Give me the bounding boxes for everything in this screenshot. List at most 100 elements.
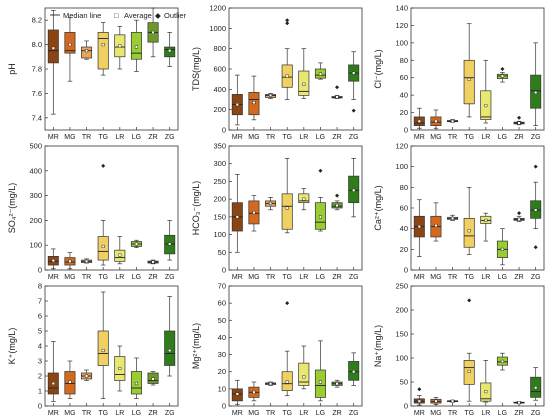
panel-7-ytick-label-3: 30: [218, 350, 226, 359]
panel-1-ytick-label-2: 400: [213, 85, 226, 94]
panel-3-box-TG: [97, 236, 109, 261]
panel-8-box-MR-outlier-0: [417, 387, 422, 392]
panel-2-xtick-label-MG: MG: [430, 134, 441, 141]
panel-4-box-TR-mean: [269, 201, 273, 205]
panel-3-ytick-label-0: 0: [38, 266, 42, 275]
panel-7-xtick-label-TG: TG: [282, 410, 292, 415]
panel-8-box-ZG-mean: [534, 386, 538, 390]
panel-7-xtick-label-LG: LG: [316, 410, 325, 415]
panel-1-box-TR-mean: [269, 93, 273, 97]
panel-1-box-TG-outlier-1: [285, 18, 290, 23]
panel-4-box-MG-mean: [252, 211, 256, 215]
panel-6-box-MR-mean: [51, 381, 55, 386]
panel-5-xtick-label-MG: MG: [430, 274, 441, 281]
legend-outlier-label: Outlier: [164, 11, 187, 20]
panel-8-box-MR-mean: [417, 399, 421, 403]
panel-7-box-ZR-mean: [335, 382, 339, 386]
panel-0-xtick-label-ZR: ZR: [148, 134, 157, 141]
panel-6-box-ZG-mean: [168, 348, 172, 353]
legend-outlier-marker: ◆: [155, 11, 162, 20]
panel-7-box-TG-outlier-0: [285, 301, 290, 306]
panel-2-xtick-label-LG: LG: [498, 134, 507, 141]
panel-2-xtick-label-TR: TR: [448, 134, 457, 141]
panel-4-box-ZR-mean: [335, 203, 339, 208]
panel-5-xtick-label-ZR: ZR: [514, 274, 523, 281]
panel-0-box-LG-mean: [134, 45, 138, 49]
panel-2-box-TG-mean: [467, 77, 471, 82]
panel-2-box-MG-mean: [434, 119, 438, 123]
panel-4-ytick-label-6: 300: [213, 159, 226, 168]
panel-4-ytick-label-5: 250: [213, 177, 226, 186]
panel-3-ytick-label-1: 100: [29, 241, 42, 250]
panel-3-box-TG-mean: [101, 244, 105, 248]
panel-5-box-ZG-outlier-0: [533, 245, 538, 250]
panel-0-xtick-label-LG: LG: [132, 134, 141, 141]
panel-3-box-LG-mean: [134, 242, 138, 246]
panel-4-box-LG-outlier-0: [318, 168, 323, 173]
panel-2-xtick-label-ZR: ZR: [514, 134, 523, 141]
panel-5-box-TG-mean: [467, 229, 471, 233]
panel-6-xtick-label-ZR: ZR: [148, 410, 157, 415]
panel-6-ytick-label-7: 7: [38, 297, 42, 306]
panel-6-box-LG-mean: [134, 381, 138, 386]
panel-7-xtick-label-ZR: ZR: [332, 410, 341, 415]
panel-2-frame: [410, 7, 545, 131]
panel-7-ytick-label-4: 40: [218, 333, 226, 342]
panel-5-box-LR-mean: [484, 218, 488, 222]
panel-6-ytick-label-2: 2: [38, 372, 42, 381]
panel-6-box-TR-mean: [85, 374, 89, 378]
panel-3-ytick-label-2: 200: [29, 216, 42, 225]
panel-2-ylabel: Cl⁻(mg/L): [373, 49, 383, 88]
panel-7-box-TG-mean: [285, 380, 289, 384]
panel-2-box-TR-mean: [451, 119, 455, 123]
panel-0-box-ZR-mean: [151, 30, 155, 34]
panel-1-box-ZG-mean: [352, 71, 356, 75]
panel-1-xtick-label-LG: LG: [316, 134, 325, 141]
panel-2-box-ZR-outlier-0: [517, 115, 522, 120]
panel-0-box-TR-mean: [85, 49, 89, 53]
panel-5-box-ZG-mean: [534, 208, 538, 212]
panel-5-frame: [410, 145, 545, 271]
panel-4-ytick-label-1: 50: [218, 248, 226, 257]
panel-5-xtick-label-TG: TG: [464, 274, 474, 281]
panel-2-ytick-label-3: 60: [400, 73, 408, 82]
panel-7-box-LG: [314, 369, 326, 398]
panel-4-xtick-label-LR: LR: [299, 274, 308, 281]
panel-0-box-LR-mean: [118, 44, 122, 48]
panel-1-box-LR-mean: [302, 82, 306, 86]
panel-6-xtick-label-LR: LR: [115, 410, 124, 415]
panel-8-ytick-label-0: 0: [404, 402, 408, 411]
panel-0-xtick-label-MR: MR: [48, 134, 59, 141]
panel-8-box-TR-mean: [451, 399, 455, 403]
panel-5-xtick-label-LR: LR: [481, 274, 490, 281]
panel-4-ytick-label-4: 200: [213, 195, 226, 204]
panel-8-ytick-label-1: 50: [400, 378, 408, 387]
panel-6-ytick-label-4: 4: [38, 342, 42, 351]
panel-1-box-TG-mean: [285, 74, 289, 78]
panel-5-ytick-label-2: 40: [400, 224, 408, 233]
panel-7-xtick-label-ZG: ZG: [349, 410, 359, 415]
panel-0-ytick-label-3: 8.0: [32, 40, 42, 49]
legend-median-label: Median line: [63, 11, 101, 20]
panel-7-ytick-label-5: 50: [218, 316, 226, 325]
panel-1-box-ZR-mean: [335, 95, 339, 99]
panel-4-ytick-label-2: 100: [213, 230, 226, 239]
panel-8-ytick-label-3: 150: [395, 330, 408, 339]
panel-1-xtick-label-ZG: ZG: [349, 134, 359, 141]
panel-8-box-ZR-mean: [517, 401, 521, 405]
panel-2-box-LG-mean: [500, 74, 504, 78]
panel-7-ytick-label-2: 20: [218, 367, 226, 376]
panel-8-box-LG-mean: [500, 359, 504, 363]
panel-2-box-LG-outlier-0: [500, 67, 505, 71]
panel-3-xtick-label-MG: MG: [64, 274, 75, 281]
panel-7-ytick-label-0: 0: [222, 402, 226, 411]
panel-0-ylabel: pH: [7, 63, 17, 75]
panel-5-xtick-label-ZG: ZG: [531, 274, 541, 281]
panel-5-ytick-label-5: 100: [395, 162, 408, 171]
panel-6-box-MG-mean: [68, 380, 72, 384]
panel-8-box-TG-mean: [467, 369, 471, 373]
panel-5-ylabel: Ca²⁺(mg/L): [373, 185, 383, 230]
panel-4-box-TG: [281, 193, 293, 230]
panel-1-box-ZR-outlier-0: [335, 85, 340, 90]
